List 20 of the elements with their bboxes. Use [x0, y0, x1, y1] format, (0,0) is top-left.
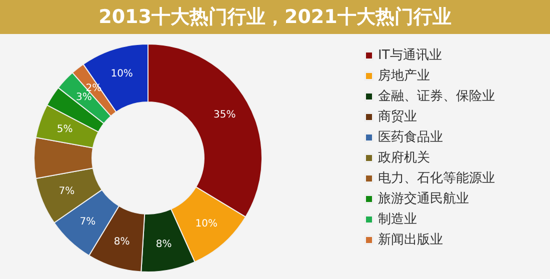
data-label: 7%	[80, 216, 96, 228]
legend-label: 制造业	[378, 212, 417, 227]
legend-label: 新闻出版业	[378, 232, 443, 248]
data-label: 7%	[58, 186, 75, 198]
legend-label: IT与通讯业	[378, 48, 442, 63]
legend-label: 政府机关	[378, 150, 430, 166]
legend-label: 医药食品业	[378, 130, 443, 145]
legend-label: 电力、石化等能源业	[378, 171, 495, 186]
legend-label: 房地产业	[378, 68, 430, 84]
legend-label: 商贸业	[378, 110, 417, 124]
legend-label: 旅游交通民航业	[378, 190, 469, 206]
data-label: 10%	[195, 218, 218, 230]
legend-label: 金融、证券、保险业	[378, 89, 495, 104]
chart-title: 2013十大热门行业，2021十大热门行业	[0, 0, 550, 34]
data-label: 8%	[114, 236, 130, 248]
data-label: 10%	[110, 68, 133, 80]
data-label: 5%	[56, 124, 73, 135]
data-label: 8%	[156, 239, 172, 250]
data-label: 3%	[76, 92, 92, 104]
data-label: 35%	[214, 109, 236, 120]
